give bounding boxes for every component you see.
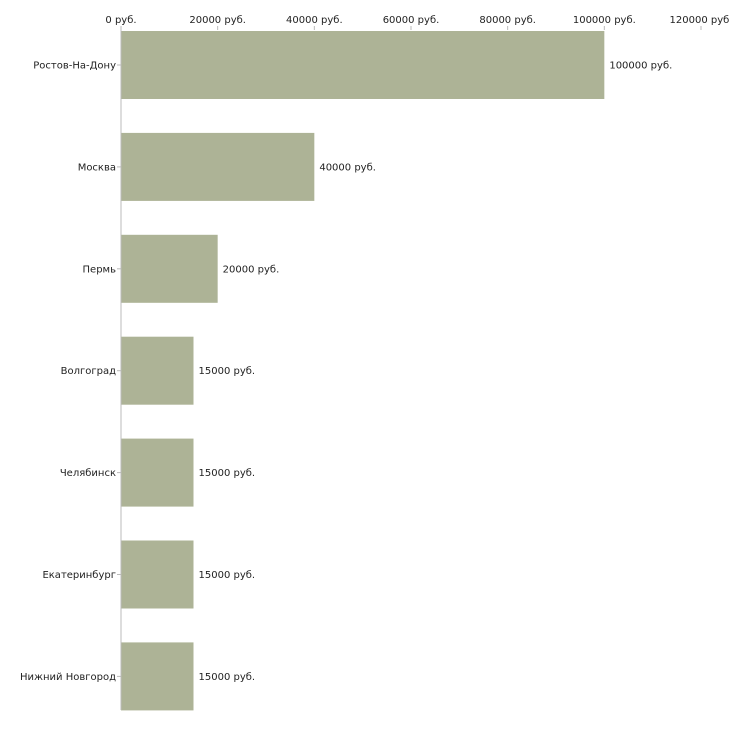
bar bbox=[121, 31, 605, 99]
data-label: 15000 руб. bbox=[199, 366, 256, 377]
category-label: Москва bbox=[78, 162, 116, 173]
data-label: 100000 руб. bbox=[609, 61, 672, 72]
data-label: 15000 руб. bbox=[199, 672, 256, 683]
bar bbox=[121, 336, 194, 405]
data-label: 15000 руб. bbox=[199, 570, 256, 581]
x-tick-label: 40000 руб. bbox=[286, 15, 343, 26]
bar bbox=[121, 540, 194, 609]
data-label: 20000 руб. bbox=[223, 264, 280, 275]
category-label: Нижний Новгород bbox=[20, 672, 116, 683]
bar bbox=[121, 438, 194, 507]
x-tick-label: 80000 руб. bbox=[479, 15, 536, 26]
data-label: 40000 руб. bbox=[319, 162, 376, 173]
category-label: Волгоград bbox=[61, 366, 116, 377]
bar bbox=[121, 132, 315, 201]
data-labels: 100000 руб. 40000 руб. 20000 руб. 15000 руб… bbox=[199, 61, 673, 683]
category-labels: Ростов-На-Дону Москва Пермь Волгоград Челяби… bbox=[20, 61, 121, 683]
category-label: Пермь bbox=[83, 264, 117, 275]
data-label: 15000 руб. bbox=[199, 468, 256, 479]
bar bbox=[121, 642, 194, 711]
bars bbox=[121, 31, 605, 711]
x-tick-label: 0 руб. bbox=[105, 15, 136, 26]
category-label: Челябинск bbox=[60, 468, 116, 479]
category-label: Екатеринбург bbox=[42, 570, 116, 581]
x-axis-ticks: 0 руб. 20000 руб. 40000 руб. 60000 руб. 8000… bbox=[105, 15, 730, 30]
bar bbox=[121, 234, 218, 303]
x-tick-label: 60000 руб. bbox=[383, 15, 440, 26]
x-tick-label: 100000 руб. bbox=[573, 15, 636, 26]
x-tick-label: 20000 руб. bbox=[189, 15, 246, 26]
x-tick-label: 120000 руб. bbox=[670, 15, 730, 26]
category-label: Ростов-На-Дону bbox=[33, 61, 116, 72]
